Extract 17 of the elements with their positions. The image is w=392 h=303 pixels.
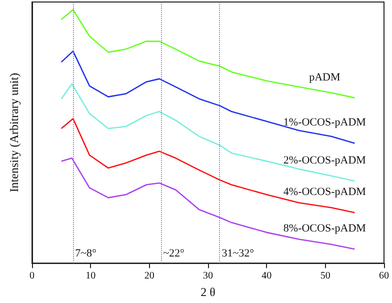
series-label: 4%-OCOS-pADM <box>283 186 366 198</box>
x-tick-label: 50 <box>320 270 330 282</box>
series-label: 2%-OCOS-pADM <box>283 154 366 166</box>
series-label: pADM <box>309 71 340 84</box>
x-tick-label: 10 <box>86 270 96 282</box>
x-tick-label: 60 <box>379 270 389 282</box>
y-axis-title: Intensity (Arbitrary unit) <box>7 72 21 192</box>
x-tick-label: 30 <box>203 270 213 282</box>
ref-line-label: 7~8° <box>75 248 96 260</box>
series-label: 1%-OCOS-pADM <box>283 116 366 129</box>
x-tick-label: 0 <box>30 270 34 282</box>
series-label: 8%-OCOS-pADM <box>283 222 366 235</box>
x-axis-title: 2 θ <box>200 285 216 299</box>
x-tick-label: 20 <box>144 270 154 282</box>
x-tick-label: 40 <box>262 270 272 282</box>
ref-line-label: 31~32° <box>222 248 254 260</box>
ref-line-label: ~22° <box>163 248 184 260</box>
